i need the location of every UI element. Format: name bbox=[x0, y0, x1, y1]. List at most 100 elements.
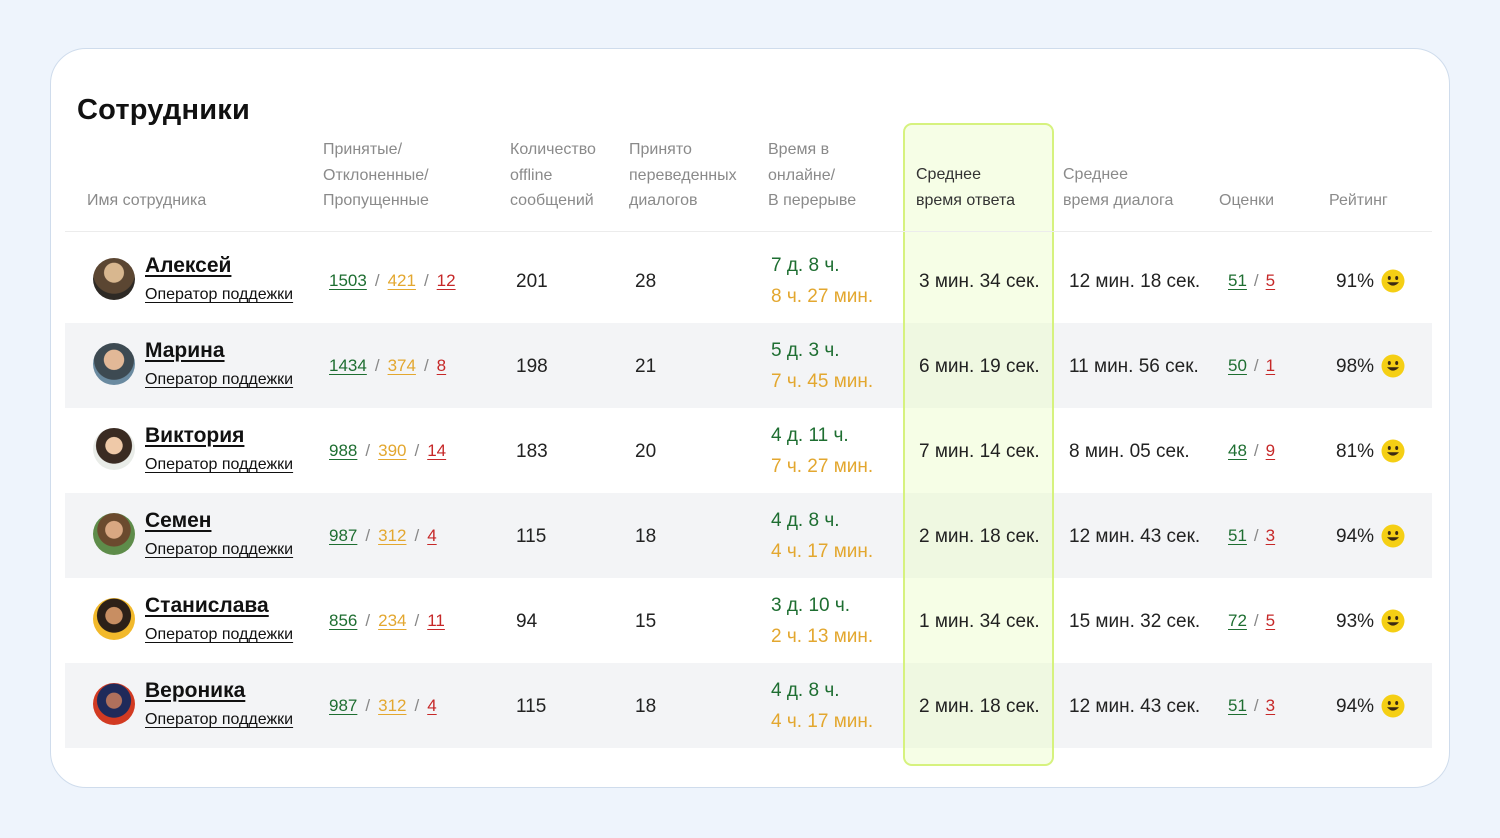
negative-score-link[interactable]: 9 bbox=[1265, 441, 1276, 460]
negative-score-link[interactable]: 5 bbox=[1265, 611, 1276, 630]
row-background bbox=[65, 663, 1432, 748]
avatar bbox=[93, 428, 135, 470]
rejected-count-link[interactable]: 390 bbox=[378, 441, 407, 460]
employee-name-link[interactable]: Вероника bbox=[145, 679, 246, 702]
header-divider bbox=[65, 231, 1432, 232]
accepted-count-link[interactable]: 1503 bbox=[329, 271, 367, 290]
offline-messages-value: 201 bbox=[516, 271, 548, 292]
missed-count-link[interactable]: 8 bbox=[436, 356, 447, 375]
rejected-count-link[interactable]: 421 bbox=[387, 271, 416, 290]
rejected-count-link[interactable]: 312 bbox=[378, 696, 407, 715]
avatar bbox=[93, 683, 135, 725]
online-time-value: 7 д. 8 ч. bbox=[771, 255, 840, 276]
missed-count-link[interactable]: 14 bbox=[427, 441, 447, 460]
accepted-rejected-missed: 988 / 390 / 14 bbox=[329, 441, 446, 461]
row-background bbox=[65, 323, 1432, 408]
transferred-dialogs-value: 28 bbox=[635, 271, 657, 292]
header-scores: Оценки bbox=[1219, 192, 1275, 209]
offline-messages-value: 115 bbox=[516, 526, 547, 547]
accepted-count-link[interactable]: 987 bbox=[329, 526, 358, 545]
separator: / bbox=[365, 526, 371, 545]
avatar bbox=[93, 343, 135, 385]
online-time-value: 4 д. 8 ч. bbox=[771, 510, 840, 531]
avg-response-time-value: 6 мин. 19 сек. bbox=[919, 356, 1040, 377]
avg-dialog-time-value: 8 мин. 05 сек. bbox=[1069, 441, 1190, 462]
rating-value: 98% bbox=[1336, 356, 1375, 377]
negative-score-link[interactable]: 1 bbox=[1265, 356, 1276, 375]
smiley-icon bbox=[1381, 694, 1405, 718]
employee-role-link[interactable]: Оператор поддежки bbox=[145, 711, 294, 728]
separator: / bbox=[1253, 526, 1259, 545]
employee-role-link[interactable]: Оператор поддежки bbox=[145, 286, 294, 303]
online-time-value: 4 д. 8 ч. bbox=[771, 680, 840, 701]
avatar bbox=[93, 513, 135, 555]
scores: 72 / 5 bbox=[1228, 611, 1275, 631]
transferred-dialogs-value: 21 bbox=[635, 356, 657, 377]
missed-count-link[interactable]: 12 bbox=[436, 271, 456, 290]
smiley-icon bbox=[1381, 354, 1405, 378]
transferred-dialogs-value: 15 bbox=[635, 611, 657, 632]
rejected-count-link[interactable]: 234 bbox=[378, 611, 407, 630]
avatar bbox=[93, 598, 135, 640]
negative-score-link[interactable]: 3 bbox=[1265, 696, 1276, 715]
header-rating: Рейтинг bbox=[1329, 192, 1388, 209]
positive-score-link[interactable]: 51 bbox=[1228, 696, 1247, 715]
employee-role-link[interactable]: Оператор поддежки bbox=[145, 541, 294, 558]
offline-messages-value: 94 bbox=[516, 611, 538, 632]
separator: / bbox=[423, 271, 429, 290]
employee-name-link[interactable]: Виктория bbox=[145, 424, 245, 447]
accepted-count-link[interactable]: 987 bbox=[329, 696, 358, 715]
positive-score-link[interactable]: 50 bbox=[1228, 356, 1247, 375]
employee-name-link[interactable]: Марина bbox=[145, 339, 225, 362]
separator: / bbox=[1253, 441, 1259, 460]
avg-response-time-value: 7 мин. 14 сек. bbox=[919, 441, 1040, 462]
positive-score-link[interactable]: 72 bbox=[1228, 611, 1247, 630]
accepted-rejected-missed: 987 / 312 / 4 bbox=[329, 526, 437, 546]
negative-score-link[interactable]: 3 bbox=[1265, 526, 1276, 545]
avatar bbox=[93, 258, 135, 300]
employee-role-link[interactable]: Оператор поддежки bbox=[145, 456, 294, 473]
accepted-rejected-missed: 1503 / 421 / 12 bbox=[329, 271, 456, 291]
transferred-dialogs-value: 18 bbox=[635, 696, 657, 717]
avg-dialog-time-value: 12 мин. 18 сек. bbox=[1069, 271, 1201, 292]
rating-value: 91% bbox=[1336, 271, 1375, 292]
rating-value: 94% bbox=[1336, 696, 1375, 717]
online-time-value: 3 д. 10 ч. bbox=[771, 595, 851, 616]
employee-name-link[interactable]: Семен bbox=[145, 509, 212, 532]
break-time-value: 7 ч. 27 мин. bbox=[771, 456, 874, 477]
employee-role-link[interactable]: Оператор поддежки bbox=[145, 371, 294, 388]
accepted-count-link[interactable]: 988 bbox=[329, 441, 358, 460]
avg-dialog-time-value: 12 мин. 43 сек. bbox=[1069, 696, 1201, 717]
scores: 51 / 3 bbox=[1228, 526, 1275, 546]
transferred-dialogs-value: 18 bbox=[635, 526, 657, 547]
employee-name-link[interactable]: Алексей bbox=[145, 254, 232, 277]
positive-score-link[interactable]: 51 bbox=[1228, 526, 1247, 545]
negative-score-link[interactable]: 5 bbox=[1265, 271, 1276, 290]
rating-value: 94% bbox=[1336, 526, 1375, 547]
page-title: Сотрудники bbox=[77, 94, 250, 126]
accepted-count-link[interactable]: 856 bbox=[329, 611, 358, 630]
header-offline-messages: Количество offline сообщений bbox=[510, 141, 596, 209]
separator: / bbox=[1253, 696, 1259, 715]
online-time-value: 4 д. 11 ч. bbox=[771, 425, 849, 446]
missed-count-link[interactable]: 4 bbox=[427, 526, 437, 545]
rejected-count-link[interactable]: 374 bbox=[387, 356, 416, 375]
break-time-value: 4 ч. 17 мин. bbox=[771, 541, 874, 562]
separator: / bbox=[365, 696, 371, 715]
accepted-rejected-missed: 1434 / 374 / 8 bbox=[329, 356, 446, 376]
scores: 48 / 9 bbox=[1228, 441, 1275, 461]
employee-role-link[interactable]: Оператор поддежки bbox=[145, 626, 294, 643]
positive-score-link[interactable]: 51 bbox=[1228, 271, 1247, 290]
separator: / bbox=[1253, 611, 1259, 630]
separator: / bbox=[414, 441, 420, 460]
accepted-count-link[interactable]: 1434 bbox=[329, 356, 367, 375]
missed-count-link[interactable]: 4 bbox=[427, 696, 437, 715]
separator: / bbox=[414, 611, 420, 630]
avg-response-column-highlight bbox=[903, 123, 1054, 766]
rejected-count-link[interactable]: 312 bbox=[378, 526, 407, 545]
separator: / bbox=[1253, 356, 1259, 375]
missed-count-link[interactable]: 11 bbox=[427, 611, 445, 630]
employee-name-link[interactable]: Станислава bbox=[145, 594, 269, 617]
positive-score-link[interactable]: 48 bbox=[1228, 441, 1247, 460]
break-time-value: 4 ч. 17 мин. bbox=[771, 711, 874, 732]
